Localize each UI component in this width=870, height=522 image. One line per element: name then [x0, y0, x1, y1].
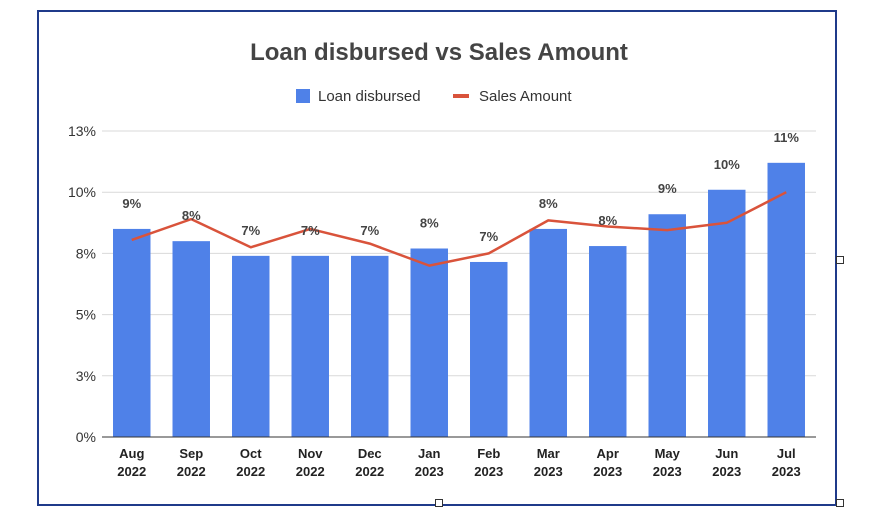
x-tick-label-month: Jan	[418, 446, 440, 461]
legend-label-loan-disbursed: Loan disbursed	[318, 88, 421, 105]
data-label-loan-disbursed: 11%	[774, 130, 800, 145]
x-tick-label-month: Apr	[597, 446, 619, 461]
bar-loan-disbursed	[410, 248, 448, 437]
data-label-loan-disbursed: 7%	[360, 223, 379, 238]
x-tick-label-year: 2023	[474, 464, 503, 479]
resize-handle-right[interactable]	[836, 256, 844, 264]
bar-loan-disbursed	[351, 255, 389, 437]
bar-loan-disbursed	[767, 162, 805, 437]
x-tick-label-year: 2023	[712, 464, 741, 479]
data-label-loan-disbursed: 9%	[122, 196, 141, 211]
x-tick-label-month: Sep	[179, 446, 203, 461]
data-label-loan-disbursed: 8%	[598, 213, 617, 228]
bars-loan-disbursed	[113, 162, 805, 437]
legend-swatch-loan-disbursed	[296, 89, 310, 103]
chart-svg: Loan disbursed vs Sales Amount Loan disb…	[68, 39, 816, 479]
x-axis-ticks: Aug 2022 Sep 2022 Oct 2022 Nov 2022 Dec 2022 Jan 20…	[117, 446, 800, 479]
x-tick-label-month: Dec	[358, 446, 382, 461]
bar-loan-disbursed	[589, 246, 627, 437]
data-label-loan-disbursed: 10%	[714, 157, 740, 172]
bar-loan-disbursed	[648, 214, 686, 437]
bar-loan-disbursed	[232, 255, 270, 437]
y-tick-label: 3%	[76, 368, 96, 384]
data-label-loan-disbursed: 7%	[479, 229, 498, 244]
x-tick-label-month: Jul	[777, 446, 796, 461]
x-tick-label-month: May	[655, 446, 681, 461]
x-tick-label-year: 2023	[534, 464, 563, 479]
gridlines	[102, 130, 816, 377]
data-label-loan-disbursed: 9%	[658, 181, 677, 196]
bar-loan-disbursed	[172, 241, 210, 437]
data-label-loan-disbursed: 8%	[182, 208, 201, 223]
bar-loan-disbursed	[113, 228, 151, 437]
y-axis-ticks: 0% 3% 5% 8% 10% 13%	[68, 123, 96, 445]
legend-label-sales-amount: Sales Amount	[479, 88, 572, 105]
data-label-loan-disbursed: 8%	[420, 216, 439, 231]
bar-loan-disbursed	[529, 228, 567, 437]
x-tick-label-month: Feb	[477, 446, 500, 461]
x-tick-label-year: 2022	[177, 464, 206, 479]
bar-loan-disbursed	[291, 255, 329, 437]
series-line-sales-amount	[131, 191, 787, 267]
x-tick-label-year: 2022	[296, 464, 325, 479]
chart-title: Loan disbursed vs Sales Amount	[250, 39, 628, 66]
data-label-loan-disbursed: 7%	[241, 223, 260, 238]
x-tick-label-year: 2023	[653, 464, 682, 479]
x-tick-label-year: 2023	[593, 464, 622, 479]
legend: Loan disbursed Sales Amount	[296, 88, 572, 105]
chart-frame[interactable]: Loan disbursed vs Sales Amount Loan disb…	[37, 10, 844, 507]
x-tick-label-month: Jun	[715, 446, 738, 461]
resize-handle-bottom-right[interactable]	[836, 499, 844, 507]
bar-loan-disbursed	[470, 261, 508, 437]
resize-handle-bottom[interactable]	[435, 499, 443, 507]
data-label-loan-disbursed: 8%	[539, 196, 558, 211]
x-tick-label-year: 2023	[415, 464, 444, 479]
y-tick-label: 5%	[76, 307, 96, 323]
data-label-loan-disbursed: 7%	[301, 223, 320, 238]
x-tick-label-year: 2022	[236, 464, 265, 479]
y-tick-label: 0%	[76, 429, 96, 445]
line-sales-amount	[131, 191, 787, 267]
bar-loan-disbursed	[708, 189, 746, 437]
x-tick-label-year: 2022	[117, 464, 146, 479]
y-tick-label: 10%	[68, 184, 96, 200]
x-tick-label-month: Mar	[537, 446, 560, 461]
x-tick-label-year: 2023	[772, 464, 801, 479]
y-tick-label: 13%	[68, 123, 96, 139]
x-tick-label-month: Oct	[240, 446, 262, 461]
x-tick-label-year: 2022	[355, 464, 384, 479]
y-tick-label: 8%	[76, 245, 96, 261]
data-labels: 9% 8% 7% 7% 7% 8% 7% 8% 8% 9% 10% 11%	[122, 130, 799, 244]
x-tick-label-month: Aug	[119, 446, 144, 461]
x-tick-label-month: Nov	[298, 446, 323, 461]
